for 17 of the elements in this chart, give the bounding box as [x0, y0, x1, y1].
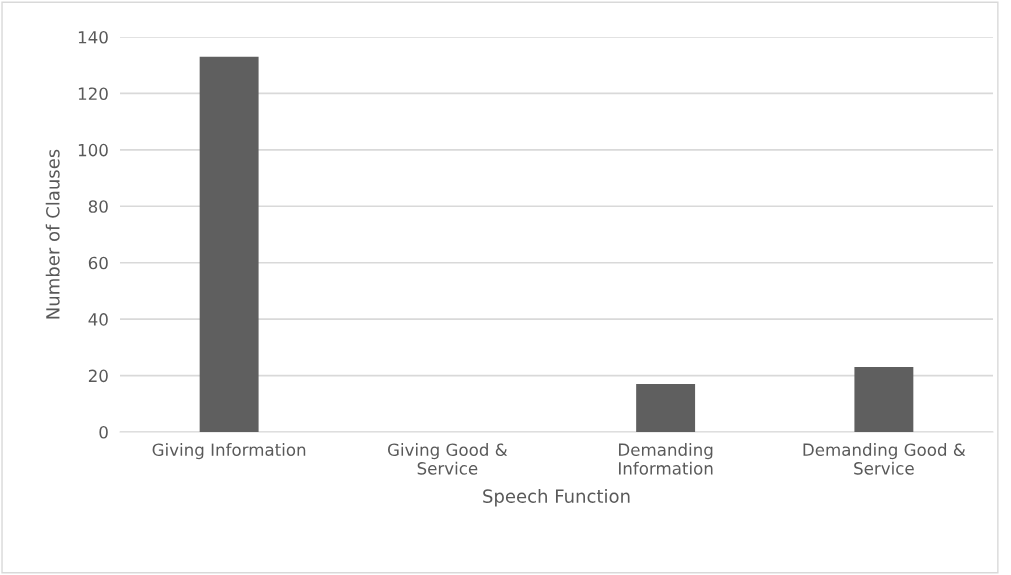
- bar: [199, 56, 259, 432]
- bar: [636, 384, 696, 432]
- y-tick-label: 80: [88, 200, 108, 213]
- x-tick-label: Giving Good & Service: [387, 443, 508, 475]
- y-tick-label: 0: [99, 425, 108, 439]
- y-axis-title: Number of Clauses: [45, 149, 60, 319]
- y-tick-label: 40: [88, 313, 108, 326]
- x-tick-label: Demanding Information: [619, 443, 713, 475]
- y-tick-label: 120: [78, 87, 108, 100]
- y-tick-label: 20: [88, 369, 108, 383]
- y-tick-label: 140: [78, 30, 108, 44]
- x-tick-label: Giving Information: [152, 443, 306, 460]
- x-axis-title: Speech Function: [483, 489, 630, 507]
- y-tick-label: 60: [88, 256, 108, 270]
- x-tick-label: Demanding Good & Service: [803, 443, 966, 475]
- y-tick-label: 100: [78, 143, 108, 157]
- bar: [854, 367, 914, 432]
